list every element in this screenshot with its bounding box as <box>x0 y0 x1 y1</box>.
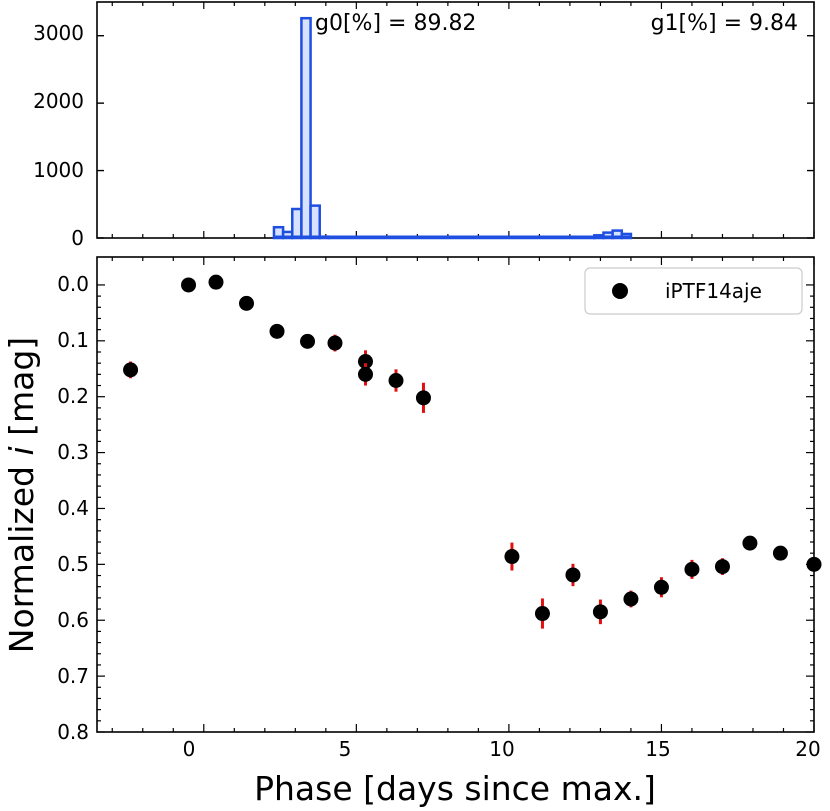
data-point <box>208 274 224 290</box>
x-tick-label: 0 <box>183 737 196 761</box>
g0-annotation: g0[%] = 89.82 <box>315 11 476 36</box>
y-tick-label: 0.4 <box>57 496 89 520</box>
bottom-ticks <box>97 257 815 733</box>
top-y-tick-labels: 0 1000 2000 3000 <box>33 21 84 250</box>
y-tick-label: 0.5 <box>57 552 89 576</box>
histogram-bar <box>309 204 321 240</box>
legend-box <box>584 267 803 315</box>
y-tick-label: 0.7 <box>57 664 89 688</box>
histogram-bar <box>291 207 303 240</box>
y-tick-label: 0.0 <box>57 272 89 296</box>
data-point <box>565 567 581 583</box>
data-point <box>239 295 255 311</box>
x-tick-labels: 0 5 10 15 20 <box>183 737 821 761</box>
data-point <box>357 366 373 382</box>
legend-label: iPTF14aje <box>665 279 762 303</box>
top-y-tick-label: 0 <box>71 226 84 250</box>
data-points <box>123 274 822 629</box>
y-axis-title: Normalized i [mag] <box>2 337 41 653</box>
y-axis-title-prefix: Normalized <box>2 456 41 654</box>
histogram-bar <box>300 16 312 240</box>
x-tick-label: 20 <box>795 737 820 761</box>
data-point <box>806 556 822 572</box>
data-point <box>772 545 788 561</box>
data-point <box>684 561 700 577</box>
top-y-tick-label: 1000 <box>33 158 84 182</box>
top-y-tick-label: 3000 <box>33 21 84 45</box>
data-point <box>534 606 550 622</box>
data-point <box>504 549 520 565</box>
data-point <box>269 323 285 339</box>
data-point <box>415 390 431 406</box>
y-tick-label: 0.6 <box>57 608 89 632</box>
data-point <box>300 333 316 349</box>
x-tick-label: 10 <box>489 737 514 761</box>
histogram-panel: 0 1000 2000 3000 g0[%] = 89.82 g1[%] = 9… <box>33 1 815 250</box>
x-axis-title: Phase [days since max.] <box>254 769 656 808</box>
y-tick-label: 0.8 <box>57 720 89 744</box>
x-tick-label: 5 <box>339 737 352 761</box>
y-tick-label: 0.1 <box>57 328 89 352</box>
bottom-y-tick-labels: 0.0 0.1 0.2 0.3 0.4 0.5 0.6 0.7 0.8 <box>57 272 89 744</box>
data-point <box>714 559 730 575</box>
data-point <box>181 277 197 293</box>
data-point <box>357 354 373 369</box>
legend: iPTF14aje <box>584 267 803 315</box>
data-point <box>327 335 343 351</box>
y-tick-label: 0.3 <box>57 440 89 464</box>
legend-marker <box>612 283 628 299</box>
histogram-bars <box>272 16 633 240</box>
light-curve-panel: 0.0 0.1 0.2 0.3 0.4 0.5 0.6 0.7 0.8 0 5 … <box>57 256 822 761</box>
y-tick-label: 0.2 <box>57 384 89 408</box>
data-point <box>653 579 669 595</box>
y-axis-title-suffix: [mag] <box>2 337 41 447</box>
data-point <box>388 373 404 388</box>
top-frame <box>96 1 815 239</box>
data-point <box>123 362 139 378</box>
data-point <box>742 535 758 551</box>
data-point <box>592 604 608 620</box>
bottom-frame <box>96 256 815 733</box>
data-point <box>623 591 639 607</box>
x-tick-label: 15 <box>645 737 670 761</box>
top-ticks <box>97 2 815 239</box>
top-y-tick-label: 2000 <box>33 89 84 113</box>
y-axis-title-symbol: i <box>2 446 41 455</box>
g1-annotation: g1[%] = 9.84 <box>651 11 798 36</box>
